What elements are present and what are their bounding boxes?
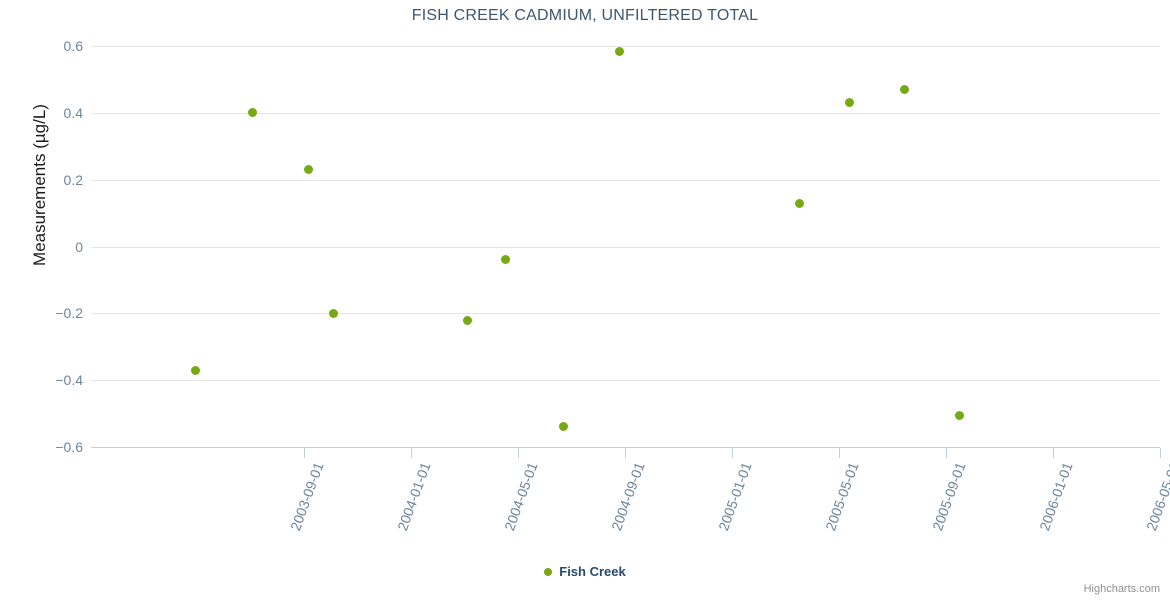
- x-axis-tick: [518, 448, 519, 458]
- legend-item-label: Fish Creek: [559, 564, 626, 580]
- gridline: [91, 112, 1160, 114]
- y-axis-tick-label: 0: [75, 238, 83, 255]
- data-point[interactable]: [190, 365, 200, 375]
- x-axis-tick-label: 2005-09-01: [929, 460, 970, 533]
- data-point[interactable]: [558, 422, 568, 432]
- x-axis-tick-label: 2004-01-01: [394, 460, 435, 533]
- x-axis-line: [91, 447, 1160, 448]
- x-axis-tick: [732, 448, 733, 458]
- chart-legend: Fish Creek: [0, 563, 1170, 581]
- y-axis-tick-label: 0.6: [63, 38, 83, 54]
- x-axis-tick-label: 2006-01-01: [1036, 460, 1077, 533]
- x-axis-tick: [411, 448, 412, 458]
- y-axis-tick-label: −0.6: [55, 439, 83, 455]
- x-axis-tick: [1053, 448, 1054, 458]
- x-axis-tick: [946, 448, 947, 458]
- x-axis-tick-label: 2004-05-01: [501, 460, 542, 533]
- x-axis-tick: [625, 448, 626, 458]
- data-point[interactable]: [794, 198, 804, 208]
- data-point[interactable]: [500, 255, 510, 265]
- gridline: [91, 179, 1160, 181]
- y-axis-tick-label: 0.4: [63, 104, 83, 121]
- x-axis-tick-label: 2004-09-01: [608, 460, 649, 533]
- y-axis-tick-labels: 0.6 0.4 0.2 0 −0.2 −0.4 −0.6: [0, 0, 83, 600]
- data-point[interactable]: [954, 410, 964, 420]
- x-axis-tick-label: 2006-05-01: [1143, 460, 1170, 533]
- gridline: [91, 46, 1160, 47]
- y-axis-tick-label: −0.4: [55, 372, 83, 389]
- x-axis-tick-label: 2005-05-01: [822, 460, 863, 533]
- x-axis-tick: [1160, 448, 1161, 458]
- legend-marker-icon: [544, 567, 553, 576]
- x-axis-tick: [839, 448, 840, 458]
- plot-area: [91, 46, 1160, 448]
- data-point[interactable]: [614, 46, 624, 56]
- y-axis-tick-label: 0.2: [63, 171, 83, 188]
- x-axis-tick-label: 2005-01-01: [715, 460, 756, 533]
- legend-item-fish-creek[interactable]: Fish Creek: [544, 563, 626, 581]
- data-point[interactable]: [899, 84, 909, 94]
- gridline: [91, 380, 1160, 382]
- x-axis-tick-label: 2003-09-01: [287, 460, 328, 533]
- data-point[interactable]: [303, 165, 313, 175]
- gridline: [91, 246, 1160, 248]
- y-axis-tick-label: −0.2: [55, 305, 83, 322]
- data-point[interactable]: [328, 308, 338, 318]
- x-axis-tick: [304, 448, 305, 458]
- data-point[interactable]: [844, 98, 854, 108]
- credits-watermark[interactable]: Highcharts.com: [1083, 583, 1160, 595]
- data-point[interactable]: [462, 315, 472, 325]
- gridline: [91, 313, 1160, 315]
- chart-title: FISH CREEK CADMIUM, UNFILTERED TOTAL: [411, 7, 759, 24]
- data-point[interactable]: [247, 108, 257, 118]
